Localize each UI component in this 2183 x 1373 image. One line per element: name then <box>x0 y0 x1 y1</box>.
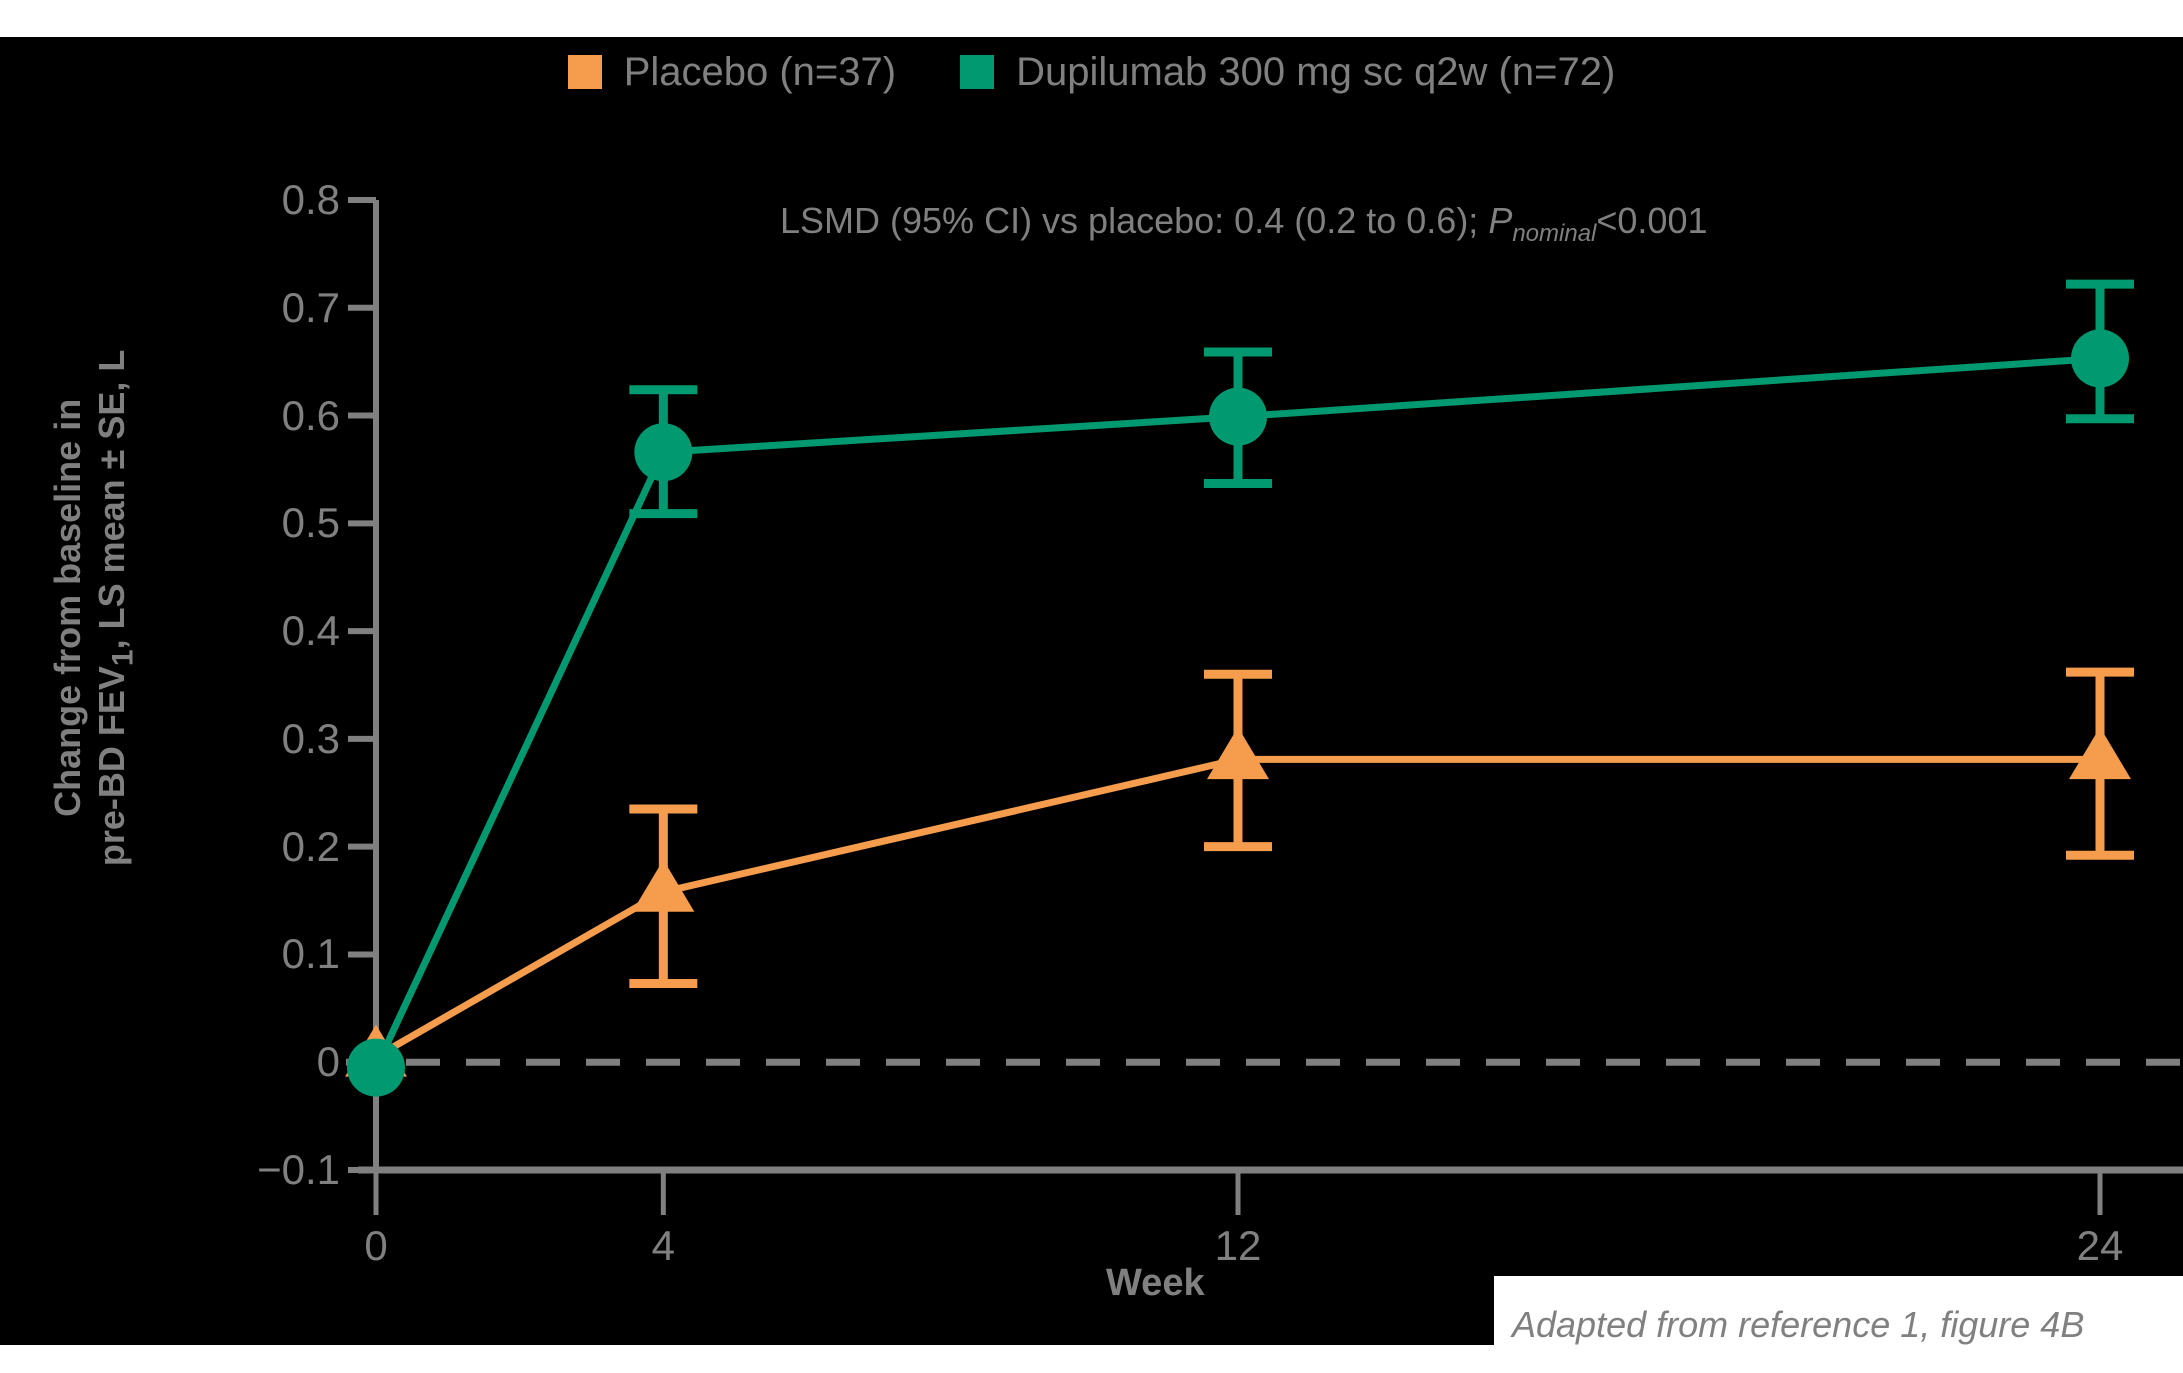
data-point-dupilumab-w0[interactable] <box>347 1038 405 1097</box>
y-tick-label-1: 0.7 <box>281 283 340 331</box>
y-axis-title-line2: pre-BD FEV1, LS mean ± SE, L <box>91 349 139 867</box>
source-note-text: Adapted from reference 1, figure 4B <box>1512 1303 2085 1345</box>
legend-item-placebo[interactable]: Placebo (n=37) <box>567 49 897 95</box>
y-axis-title-subscript: 1 <box>106 649 140 667</box>
y-tick-label-7: 0.1 <box>281 930 340 978</box>
x-tick-label-1: 4 <box>651 1222 676 1269</box>
chart-legend: Placebo (n=37) Dupilumab 300 mg sc q2w (… <box>0 42 2183 102</box>
y-tick-label-9: −0.1 <box>257 1146 340 1193</box>
x-tick-label-0: 0 <box>364 1222 388 1269</box>
p-value: <0.001 <box>1596 200 1708 241</box>
legend-item-dupilumab[interactable]: Dupilumab 300 mg sc q2w (n=72) <box>960 50 1615 95</box>
y-tick-label-2: 0.6 <box>281 391 340 439</box>
data-point-dupilumab-w24[interactable] <box>2071 329 2129 388</box>
y-axis-title-line1: Change from baseline in <box>47 398 89 817</box>
series-line-placebo <box>374 755 2100 1060</box>
y-tick-label-8: 0 <box>316 1038 340 1086</box>
y-tick-label-4: 0.4 <box>281 607 340 655</box>
p-subscript: nominal <box>1512 220 1597 248</box>
top-white-band <box>0 0 2183 37</box>
data-point-dupilumab-w12[interactable] <box>1209 387 1267 446</box>
legend-label-placebo: Placebo (n=37) <box>623 49 897 94</box>
lsmd-annotation-prefix: LSMD (95% CI) vs placebo: 0.4 (0.2 to 0.… <box>780 200 1489 241</box>
y-axis-title-line2-post: , LS mean ± SE, L <box>91 349 133 650</box>
p-nominal-symbol: Pnominal <box>1488 200 1596 247</box>
x-tick-label-3: 24 <box>2076 1222 2124 1269</box>
y-tick-label-0: 0.8 <box>281 176 340 223</box>
legend-label-dupilumab: Dupilumab 300 mg sc q2w (n=72) <box>1016 49 1616 94</box>
bottom-white-strip <box>0 1345 1494 1373</box>
data-point-placebo-w12[interactable] <box>1207 727 1269 780</box>
y-tick-label-3: 0.5 <box>281 499 340 547</box>
source-note: Adapted from reference 1, figure 4B <box>1494 1276 2183 1373</box>
series-line-dupilumab <box>372 354 2101 1070</box>
lsmd-annotation: LSMD (95% CI) vs placebo: 0.4 (0.2 to 0.… <box>780 200 1708 248</box>
data-point-placebo-w4[interactable] <box>632 859 695 912</box>
x-axis-title: Week <box>1106 1262 1205 1304</box>
y-tick-label-6: 0.2 <box>281 822 340 870</box>
y-axis-title: Change from baseline in pre-BD FEV1, LS … <box>46 278 142 938</box>
legend-swatch-dupilumab <box>960 55 995 89</box>
y-axis-title-line2-pre: pre-BD FEV <box>91 666 133 867</box>
x-tick-label-2: 12 <box>1214 1222 1262 1269</box>
data-point-placebo-w24[interactable] <box>2069 727 2131 780</box>
y-tick-label-5: 0.3 <box>281 714 340 762</box>
p-symbol: P <box>1488 200 1513 241</box>
data-point-dupilumab-w4[interactable] <box>634 423 693 482</box>
legend-swatch-placebo <box>567 55 602 89</box>
